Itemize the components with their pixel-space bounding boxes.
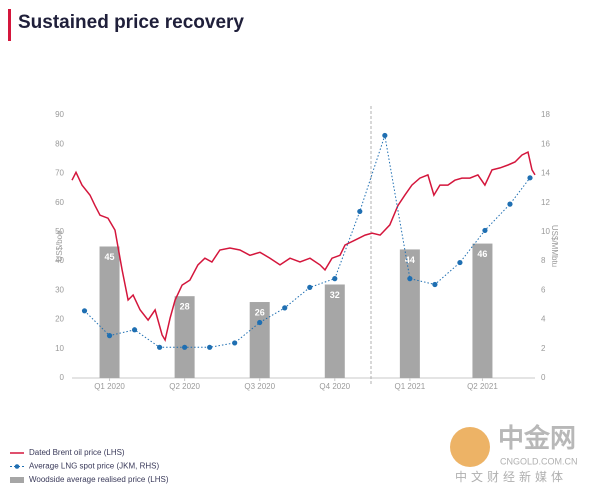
watermark-brand: 中金网 xyxy=(498,423,576,453)
y-axis-label: US$/boe xyxy=(55,230,64,262)
x-tick-label: Q1 2020 xyxy=(94,382,125,391)
lng-point xyxy=(357,208,363,215)
lng-point xyxy=(432,281,438,288)
lng-point xyxy=(332,276,338,282)
y2-tick-label: 2 xyxy=(541,344,546,353)
bar-label: 45 xyxy=(105,252,115,262)
y-tick-label: 20 xyxy=(55,315,64,324)
x-tick-label: Q2 2020 xyxy=(169,382,200,391)
x-tick-label: Q4 2020 xyxy=(319,382,350,391)
legend-label: Dated Brent oil price (LHS) xyxy=(29,448,125,457)
y-tick-label: 50 xyxy=(55,227,64,236)
lng-point xyxy=(81,308,88,314)
y2-tick-label: 10 xyxy=(541,227,550,236)
bar xyxy=(472,243,493,378)
bar-label: 46 xyxy=(477,249,487,259)
bar-label: 44 xyxy=(405,255,415,265)
legend-label: Average LNG spot price (JKM, RHS) xyxy=(29,462,159,471)
title-accent xyxy=(8,9,11,41)
y-tick-label: 70 xyxy=(55,169,64,178)
watermark: 中金网 CNGOLD.COM.CN 中文财经新媒体 xyxy=(450,423,578,484)
chart-title: Sustained price recovery xyxy=(18,12,244,33)
lng-point xyxy=(407,276,413,282)
y-tick-label: 90 xyxy=(55,110,64,119)
lng-point xyxy=(232,340,238,346)
lng-point xyxy=(527,175,533,181)
watermark-site: CNGOLD.COM.CN xyxy=(500,456,578,466)
legend-label: Woodside average realised price (LHS) xyxy=(29,475,169,484)
y2-axis-label: US$/MMbtu xyxy=(550,225,559,267)
bar xyxy=(249,302,270,378)
lng-point xyxy=(507,201,513,207)
bar xyxy=(324,284,345,378)
y-tick-label: 40 xyxy=(55,256,64,265)
x-tick-label: Q1 2021 xyxy=(395,382,426,391)
y-tick-label: 30 xyxy=(55,285,64,294)
y2-tick-label: 16 xyxy=(541,139,550,148)
y2-tick-label: 18 xyxy=(541,110,550,119)
legend-swatch xyxy=(10,477,24,483)
y2-tick-label: 6 xyxy=(541,285,546,294)
lng-point xyxy=(106,333,113,339)
lng-point xyxy=(282,305,288,311)
x-tick-label: Q3 2020 xyxy=(244,382,275,391)
lng-point xyxy=(207,344,213,350)
bar-label: 26 xyxy=(255,307,265,317)
brent-line xyxy=(71,151,536,342)
lng-point xyxy=(457,259,463,266)
bar xyxy=(399,249,420,378)
lng-point xyxy=(307,284,313,291)
lng-point xyxy=(382,132,388,139)
y2-tick-label: 14 xyxy=(541,169,550,178)
watermark-logo xyxy=(450,427,490,467)
y2-tick-label: 0 xyxy=(541,373,546,382)
legend-swatch-dot xyxy=(14,464,20,469)
y2-tick-label: 12 xyxy=(541,198,550,207)
y-tick-label: 10 xyxy=(55,344,64,353)
bar-label: 28 xyxy=(180,302,190,312)
y-tick-label: 0 xyxy=(60,373,65,382)
bar xyxy=(99,246,120,378)
bar-label: 32 xyxy=(330,290,340,300)
y2-tick-label: 4 xyxy=(541,315,546,324)
bar xyxy=(174,296,195,378)
lng-point xyxy=(482,227,488,234)
y-tick-label: 80 xyxy=(55,139,64,148)
lng-point xyxy=(131,327,138,333)
lng-point xyxy=(156,344,163,350)
lng-point xyxy=(257,319,263,326)
x-tick-label: Q2 2021 xyxy=(467,382,498,391)
watermark-tagline: 中文财经新媒体 xyxy=(455,469,567,484)
lng-point xyxy=(182,344,188,350)
y-tick-label: 60 xyxy=(55,198,64,207)
y2-tick-label: 8 xyxy=(541,256,546,265)
